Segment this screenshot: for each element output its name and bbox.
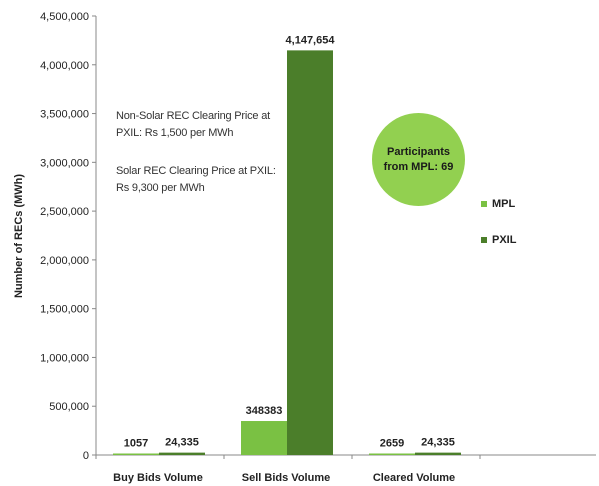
data-label: 4,147,654 <box>286 34 336 46</box>
legend-swatch-pxil <box>481 237 487 243</box>
participants-bubble: Participants from MPL: 69 <box>372 113 465 206</box>
bar-mpl-0 <box>113 453 159 455</box>
chart-axes <box>95 16 596 459</box>
y-tick-label: 0 <box>83 450 89 462</box>
x-category-label: Cleared Volume <box>373 472 455 484</box>
x-category-label: Buy Bids Volume <box>113 472 203 484</box>
chart-labels: 1057 24,335 Buy Bids Volume 348383 4,147,654… <box>113 34 455 484</box>
data-label: 24,335 <box>165 437 199 449</box>
y-tick-label: 2,500,000 <box>40 206 89 218</box>
non-solar-price-note: Non-Solar REC Clearing Price at PXIL: Rs… <box>116 110 270 139</box>
bar-pxil-2 <box>415 452 461 455</box>
bar-mpl-1 <box>241 421 287 455</box>
y-tick-label: 4,000,000 <box>40 60 89 72</box>
legend-label-pxil: PXIL <box>492 234 517 246</box>
y-tick-label: 500,000 <box>49 401 89 413</box>
y-tick-label: 1,000,000 <box>40 352 89 364</box>
y-tick-label: 1,500,000 <box>40 304 89 316</box>
y-tick-label: 3,000,000 <box>40 157 89 169</box>
solar-price-note: Solar REC Clearing Price at PXIL: Rs 9,3… <box>116 165 276 194</box>
data-label: 2659 <box>380 438 404 450</box>
bar-mpl-2 <box>369 453 415 455</box>
y-axis-ticks: 0 500,000 1,000,000 1,500,000 2,000,000 2,500… <box>40 11 96 462</box>
chart-bars <box>113 50 461 455</box>
bar-pxil-1 <box>287 50 333 455</box>
data-label: 348383 <box>246 405 283 417</box>
bar-pxil-0 <box>159 452 205 455</box>
chart-legend: MPL PXIL <box>481 198 517 246</box>
data-label: 1057 <box>124 438 148 450</box>
y-tick-label: 2,000,000 <box>40 255 89 267</box>
y-tick-label: 4,500,000 <box>40 11 89 23</box>
y-axis-label: Number of RECs (MWh) <box>13 174 25 298</box>
data-label: 24,335 <box>421 437 455 449</box>
legend-label-mpl: MPL <box>492 198 516 210</box>
legend-swatch-mpl <box>481 201 487 207</box>
participants-bubble-text: Participants from MPL: 69 <box>383 145 454 173</box>
y-tick-label: 3,500,000 <box>40 109 89 121</box>
x-category-label: Sell Bids Volume <box>242 472 330 484</box>
